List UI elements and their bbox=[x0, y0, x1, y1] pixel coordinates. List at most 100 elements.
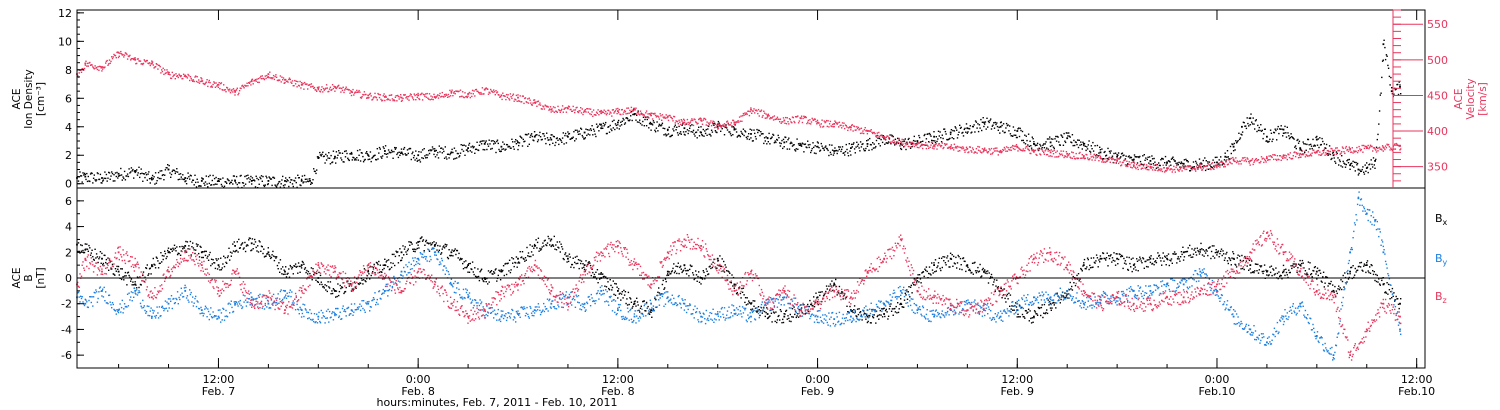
ion-density-point bbox=[799, 142, 801, 145]
ion-density-point bbox=[1372, 166, 1374, 168]
bx-point bbox=[698, 281, 701, 283]
ion-density-point bbox=[620, 124, 623, 126]
bx-point bbox=[164, 250, 166, 252]
ion-density-point bbox=[1366, 162, 1368, 164]
bx-point bbox=[433, 241, 435, 243]
bx-point bbox=[338, 294, 340, 297]
bx-point bbox=[681, 271, 683, 274]
ion-density-point bbox=[1385, 54, 1388, 56]
velocity-point bbox=[710, 120, 712, 122]
bx-point bbox=[763, 310, 766, 313]
ion-density-point bbox=[622, 117, 624, 120]
ion-density-point bbox=[1058, 141, 1060, 143]
ion-density-point bbox=[847, 155, 850, 157]
velocity-point bbox=[1104, 158, 1106, 160]
bx-point bbox=[874, 309, 876, 311]
bx-point bbox=[887, 318, 889, 320]
ion-density-point bbox=[913, 135, 915, 138]
velocity-point bbox=[1002, 148, 1004, 151]
ion-density-point bbox=[665, 135, 667, 137]
ion-density-point bbox=[459, 152, 462, 154]
velocity-point bbox=[557, 105, 559, 108]
ion-density-point bbox=[1099, 146, 1101, 148]
ion-density-point bbox=[777, 134, 779, 137]
velocity-point bbox=[524, 97, 527, 99]
velocity-point bbox=[1356, 151, 1359, 154]
bx-point bbox=[746, 297, 748, 299]
bx-point bbox=[733, 287, 735, 290]
bx-point bbox=[319, 274, 322, 277]
velocity-point bbox=[614, 110, 617, 112]
bx-point bbox=[894, 307, 896, 310]
velocity-point bbox=[225, 91, 227, 93]
velocity-data-point bbox=[433, 96, 436, 98]
ion-density-point bbox=[691, 124, 693, 126]
ion-density-point bbox=[1074, 144, 1076, 147]
ion-density-point bbox=[514, 141, 516, 143]
bx-point bbox=[214, 267, 217, 270]
velocity-point bbox=[1021, 150, 1024, 152]
ion-density-data-point bbox=[1033, 143, 1035, 145]
ion-density-point bbox=[476, 141, 478, 143]
velocity-point bbox=[491, 90, 493, 93]
velocity-point bbox=[1176, 164, 1178, 167]
ion-density-point bbox=[493, 140, 496, 143]
ion-density-point bbox=[1256, 130, 1258, 133]
velocity-point bbox=[753, 108, 755, 110]
bx-point bbox=[342, 282, 344, 284]
ion-density-point bbox=[627, 119, 630, 122]
ion-density-point bbox=[374, 154, 376, 156]
bx-point bbox=[493, 272, 496, 274]
bx-point bbox=[796, 315, 798, 317]
ion-density-point bbox=[462, 144, 464, 147]
bx-point bbox=[531, 245, 533, 247]
ion-density-point bbox=[170, 173, 173, 176]
bx-point bbox=[215, 258, 217, 260]
velocity-point bbox=[1188, 165, 1190, 167]
ion-density-point bbox=[941, 134, 943, 136]
velocity-point bbox=[1137, 168, 1139, 171]
bx-point bbox=[188, 245, 190, 247]
ion-density-data-point bbox=[184, 177, 187, 179]
velocity-point bbox=[592, 115, 594, 117]
ion-density-data-point bbox=[134, 170, 137, 172]
velocity-point bbox=[528, 97, 530, 99]
ion-density-point bbox=[1234, 149, 1236, 151]
bx-point bbox=[758, 309, 760, 311]
velocity-point bbox=[825, 119, 828, 122]
bx-point bbox=[618, 293, 620, 295]
velocity-point bbox=[715, 126, 717, 128]
velocity-point bbox=[999, 151, 1001, 153]
velocity-point bbox=[113, 53, 115, 56]
velocity-series bbox=[76, 50, 1402, 173]
ion-density-point bbox=[749, 128, 751, 130]
ion-density-point bbox=[1156, 163, 1158, 166]
velocity-point bbox=[81, 68, 83, 70]
velocity-point bbox=[238, 90, 241, 92]
ion-density-point bbox=[143, 173, 145, 175]
ion-density-point bbox=[760, 133, 763, 135]
ion-density-point bbox=[858, 147, 860, 149]
velocity-point bbox=[950, 144, 953, 146]
velocity-point bbox=[600, 109, 602, 112]
velocity-point bbox=[672, 120, 674, 122]
ion-density-point bbox=[956, 137, 959, 139]
velocity-point bbox=[554, 106, 556, 109]
ion-density-point bbox=[301, 175, 304, 177]
velocity-point bbox=[1160, 170, 1162, 172]
velocity-point bbox=[427, 97, 429, 99]
velocity-point bbox=[1042, 150, 1044, 152]
ion-density-point bbox=[1225, 160, 1227, 162]
velocity-point bbox=[858, 129, 860, 131]
ion-density-point bbox=[146, 179, 148, 181]
ion-density-point bbox=[244, 175, 246, 178]
bx-point bbox=[256, 250, 258, 252]
velocity-point bbox=[870, 129, 872, 131]
ion-density-point bbox=[672, 128, 674, 130]
velocity-point bbox=[785, 123, 788, 125]
ion-density-point bbox=[599, 124, 602, 126]
bx-point bbox=[613, 293, 615, 296]
ion-density-point bbox=[623, 123, 626, 125]
bx-point bbox=[198, 256, 201, 258]
velocity-point bbox=[969, 146, 971, 148]
